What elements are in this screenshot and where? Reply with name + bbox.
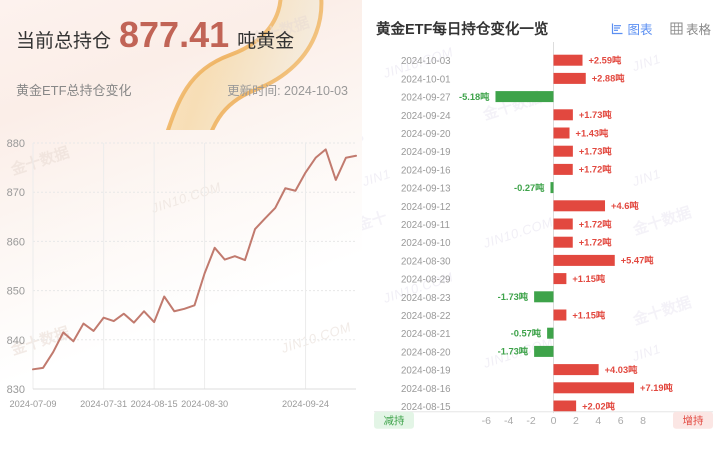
svg-text:840: 840 xyxy=(7,335,25,347)
svg-text:-1.73吨: -1.73吨 xyxy=(498,346,529,357)
svg-text:2024-09-20: 2024-09-20 xyxy=(401,129,451,140)
svg-text:+4.6吨: +4.6吨 xyxy=(611,200,639,211)
svg-text:2024-09-27: 2024-09-27 xyxy=(401,93,451,104)
svg-text:+7.19吨: +7.19吨 xyxy=(640,382,674,393)
svg-text:2024-09-11: 2024-09-11 xyxy=(401,220,450,231)
svg-text:2024-08-15: 2024-08-15 xyxy=(131,399,178,409)
svg-text:2024-08-30: 2024-08-30 xyxy=(181,399,228,409)
svg-text:-2: -2 xyxy=(526,415,535,427)
svg-text:+1.15吨: +1.15吨 xyxy=(572,273,606,284)
svg-text:2024-08-29: 2024-08-29 xyxy=(401,275,451,286)
svg-text:6: 6 xyxy=(618,415,624,427)
svg-text:2024-08-19: 2024-08-19 xyxy=(401,366,451,377)
svg-text:2024-08-20: 2024-08-20 xyxy=(401,347,451,358)
svg-text:+1.43吨: +1.43吨 xyxy=(576,127,610,138)
svg-text:0: 0 xyxy=(551,415,557,427)
svg-text:850: 850 xyxy=(7,286,25,298)
svg-text:2024-10-01: 2024-10-01 xyxy=(401,74,451,85)
svg-text:+1.73吨: +1.73吨 xyxy=(579,109,613,120)
svg-text:+1.73吨: +1.73吨 xyxy=(579,146,613,157)
svg-text:+2.02吨: +2.02吨 xyxy=(582,400,616,411)
svg-text:2024-09-12: 2024-09-12 xyxy=(401,202,451,213)
svg-text:880: 880 xyxy=(7,138,25,150)
svg-text:870: 870 xyxy=(7,187,25,199)
svg-text:4: 4 xyxy=(595,415,601,427)
svg-text:+1.72吨: +1.72吨 xyxy=(579,237,613,248)
svg-text:830: 830 xyxy=(7,384,25,396)
svg-text:-6: -6 xyxy=(482,415,491,427)
svg-text:2: 2 xyxy=(573,415,579,427)
svg-text:-0.27吨: -0.27吨 xyxy=(514,182,545,193)
svg-text:+1.72吨: +1.72吨 xyxy=(579,218,613,229)
svg-text:2024-09-16: 2024-09-16 xyxy=(401,165,451,176)
svg-text:+5.47吨: +5.47吨 xyxy=(621,255,655,266)
svg-text:2024-09-13: 2024-09-13 xyxy=(401,184,451,195)
svg-text:2024-09-24: 2024-09-24 xyxy=(401,111,451,122)
svg-text:增持: 增持 xyxy=(683,414,704,427)
svg-text:2024-10-03: 2024-10-03 xyxy=(401,56,451,67)
svg-text:2024-09-10: 2024-09-10 xyxy=(401,238,451,249)
svg-text:860: 860 xyxy=(7,236,25,248)
svg-text:-5.18吨: -5.18吨 xyxy=(459,91,490,102)
svg-text:+4.03吨: +4.03吨 xyxy=(605,364,639,375)
svg-text:2024-09-19: 2024-09-19 xyxy=(401,147,451,158)
svg-text:-0.57吨: -0.57吨 xyxy=(511,328,542,339)
svg-text:2024-07-09: 2024-07-09 xyxy=(10,399,57,409)
svg-text:+2.59吨: +2.59吨 xyxy=(589,55,623,66)
svg-text:2024-08-22: 2024-08-22 xyxy=(401,311,451,322)
svg-text:2024-09-24: 2024-09-24 xyxy=(282,399,329,409)
svg-text:减持: 减持 xyxy=(384,414,405,427)
svg-text:2024-07-31: 2024-07-31 xyxy=(80,399,127,409)
svg-text:8: 8 xyxy=(640,415,646,427)
svg-text:2024-08-23: 2024-08-23 xyxy=(401,293,451,304)
svg-text:+1.15吨: +1.15吨 xyxy=(572,309,606,320)
svg-text:2024-08-16: 2024-08-16 xyxy=(401,384,451,395)
svg-text:+1.72吨: +1.72吨 xyxy=(579,164,613,175)
svg-text:+2.88吨: +2.88吨 xyxy=(592,73,626,84)
svg-text:-1.73吨: -1.73吨 xyxy=(498,291,529,302)
svg-text:2024-08-30: 2024-08-30 xyxy=(401,256,451,267)
svg-text:-4: -4 xyxy=(504,415,513,427)
svg-text:2024-08-21: 2024-08-21 xyxy=(401,329,451,340)
